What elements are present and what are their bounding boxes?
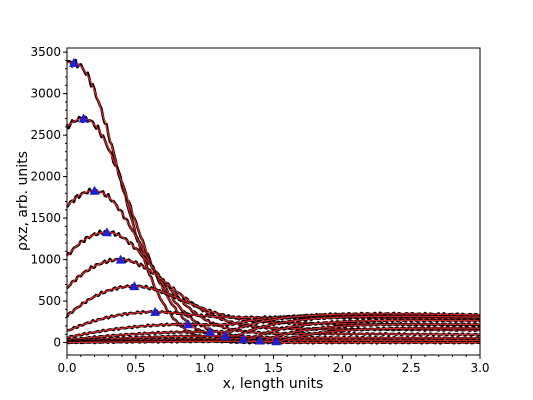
x-tick-label-0: 0.0: [57, 361, 76, 375]
x-tick-label-6: 3.0: [470, 361, 489, 375]
x-tick-label-5: 2.5: [402, 361, 421, 375]
x-tick-label-4: 2.0: [333, 361, 352, 375]
peak-marker-5: [115, 254, 126, 264]
peak-marker-6: [129, 281, 140, 291]
y-tick-label-7: 3500: [30, 45, 61, 59]
x-tick-label-2: 1.0: [195, 361, 214, 375]
fit-curve-4: [66, 231, 481, 336]
data-curve-2: [65, 115, 481, 343]
peak-marker-1: [68, 57, 79, 67]
fit-curve-10: [66, 315, 481, 342]
peak-markers-layer: [68, 57, 282, 346]
y-tick-label-4: 2000: [30, 170, 61, 184]
peak-marker-13: [271, 336, 282, 346]
peak-marker-11: [238, 333, 249, 343]
x-tick-label-3: 1.5: [264, 361, 283, 375]
peak-marker-12: [254, 335, 265, 345]
y-tick-label-0: 0: [53, 336, 61, 350]
x-axis-ticks: 0.0 0.5 1.0 1.5 2.0 2.5 3.0: [57, 355, 490, 375]
peak-marker-3: [89, 185, 100, 195]
peak-marker-2: [78, 113, 89, 123]
x-axis-label: x, length units: [223, 376, 324, 392]
peak-marker-4: [101, 227, 112, 237]
peak-marker-9: [205, 326, 216, 336]
y-axis-label: ρxz, arb. units: [15, 151, 31, 251]
y-tick-label-6: 3000: [30, 87, 61, 101]
y-tick-label-3: 1500: [30, 211, 61, 225]
peak-marker-8: [183, 319, 194, 329]
y-axis-ticks: 0 500 1000 1500 2000 2500 3000 3500: [30, 45, 67, 350]
y-tick-label-5: 2500: [30, 128, 61, 142]
fit-curve-2: [66, 117, 480, 342]
peak-marker-7: [150, 306, 161, 316]
y-tick-label-2: 1000: [30, 253, 61, 267]
peak-marker-10: [220, 330, 231, 340]
x-tick-label-1: 0.5: [126, 361, 145, 375]
fit-curve-11: [66, 319, 481, 343]
curves-layer: [65, 58, 481, 345]
y-tick-label-1: 500: [38, 294, 61, 308]
fit-curve-9: [66, 313, 481, 341]
